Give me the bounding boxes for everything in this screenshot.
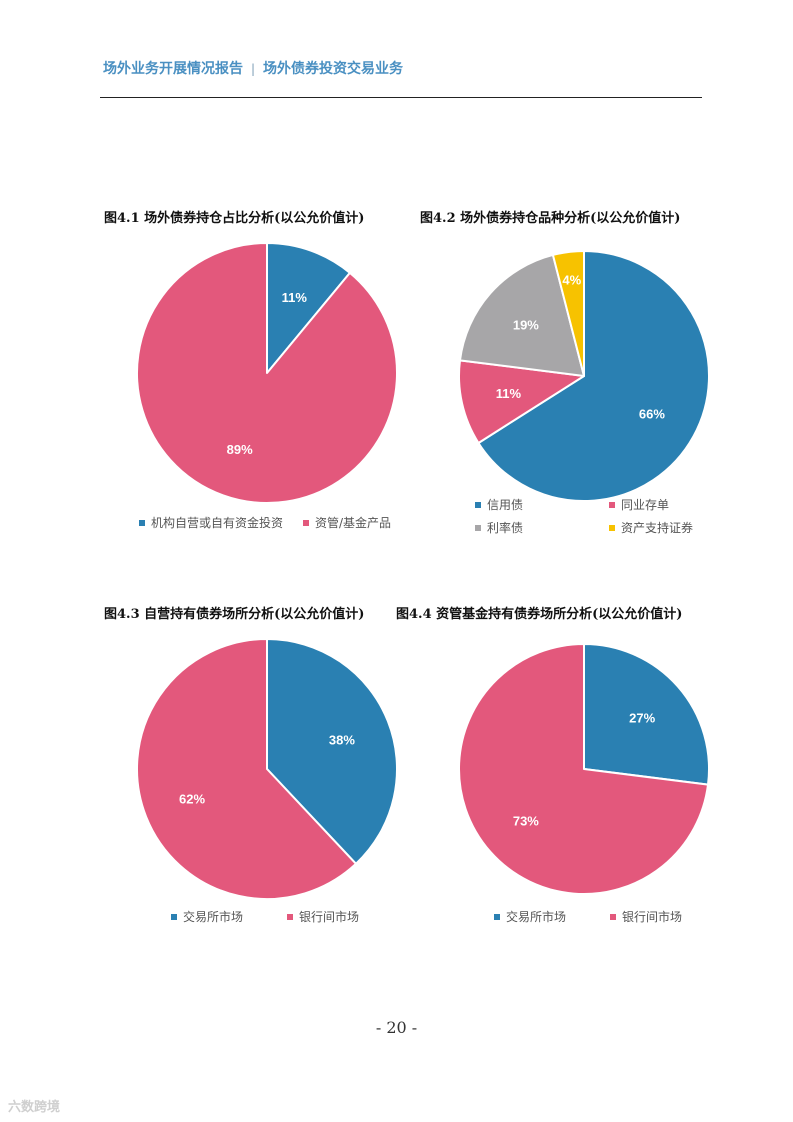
- header-right: 场外债券投资交易业务: [263, 61, 404, 77]
- pie-data-label: 89%: [227, 442, 253, 457]
- legend-label: 机构自营或自有资金投资: [151, 516, 284, 530]
- legend-swatch: [610, 913, 616, 920]
- legend-swatch: [303, 519, 309, 526]
- pie-slice: [266, 242, 351, 374]
- pie-data-label: 62%: [179, 792, 205, 807]
- legend-item: 信用债: [475, 496, 523, 513]
- pie-slice: [136, 638, 357, 900]
- legend-label: 资产支持证券: [621, 521, 694, 535]
- watermark-logo: 六数跨境: [8, 1100, 61, 1115]
- pie-slice: [477, 250, 710, 502]
- legend-label: 资管/基金产品: [315, 516, 392, 530]
- legend-swatch: [609, 501, 615, 508]
- legend-item: 同业存单: [609, 496, 669, 513]
- legend-label: 交易所市场: [506, 910, 567, 924]
- legend-item: 银行间市场: [287, 908, 359, 925]
- legend-item: 交易所市场: [494, 908, 566, 925]
- pie-data-label: 73%: [513, 813, 539, 828]
- legend-swatch: [287, 913, 293, 920]
- legend-label: 信用债: [487, 498, 524, 512]
- legend-item: 银行间市场: [610, 908, 682, 925]
- legend-item: 资产支持证券: [609, 519, 693, 536]
- legend-swatch: [494, 913, 500, 920]
- header-left: 场外业务开展情况报告: [103, 61, 243, 77]
- fig-4-1-title: 图4.1 场外债券持仓占比分析(以公允价值计): [104, 211, 365, 226]
- pie-data-label: 38%: [329, 732, 355, 747]
- pie-slice: [583, 643, 710, 786]
- pie-data-label: 11%: [496, 386, 522, 401]
- page-number: - 20 -: [375, 1018, 418, 1037]
- pie-slice: [551, 250, 585, 377]
- pie-data-label: 27%: [629, 711, 655, 726]
- legend-item: 交易所市场: [171, 908, 243, 925]
- pie-data-label: 11%: [282, 290, 308, 305]
- header-separator: |: [251, 62, 256, 76]
- pie-slice: [458, 643, 710, 895]
- legend-label: 银行间市场: [299, 910, 360, 924]
- legend-item: 利率债: [475, 519, 523, 536]
- fig-4-3-title: 图4.3 自营持有债券场所分析(以公允价值计): [104, 607, 365, 622]
- fig-4-2-title: 图4.2 场外债券持仓品种分析(以公允价值计): [420, 211, 681, 226]
- legend-label: 利率债: [487, 521, 524, 535]
- legend-swatch: [609, 524, 615, 531]
- legend-swatch: [475, 501, 481, 508]
- legend-swatch: [171, 913, 177, 920]
- pie-slice: [458, 253, 585, 377]
- fig-4-4-title: 图4.4 资管基金持有债券场所分析(以公允价值计): [396, 607, 683, 622]
- fig-4-1-pie-chart: 11% 89%: [136, 242, 398, 504]
- fig-4-2-pie-chart: 66% 11% 19% 4%: [458, 250, 710, 502]
- pie-slice: [458, 359, 585, 444]
- pie-data-label: 4%: [562, 272, 581, 287]
- fig-4-4-pie-chart: 27% 73%: [458, 643, 710, 895]
- pie-data-label: 66%: [639, 406, 665, 421]
- legend-swatch: [475, 524, 481, 531]
- legend-item: 机构自营或自有资金投资: [139, 514, 283, 531]
- legend-swatch: [139, 519, 145, 526]
- legend-label: 同业存单: [621, 498, 670, 512]
- header-rule: [100, 97, 702, 98]
- pie-slice: [266, 638, 398, 865]
- legend-label: 银行间市场: [622, 910, 683, 924]
- pie-data-label: 19%: [513, 318, 539, 333]
- fig-4-3-pie-chart: 38% 62%: [136, 638, 398, 900]
- legend-item: 资管/基金产品: [303, 514, 391, 531]
- report-header: 场外业务开展情况报告 | 场外债券投资交易业务: [103, 58, 403, 78]
- legend-label: 交易所市场: [183, 910, 244, 924]
- pie-slice: [136, 242, 398, 504]
